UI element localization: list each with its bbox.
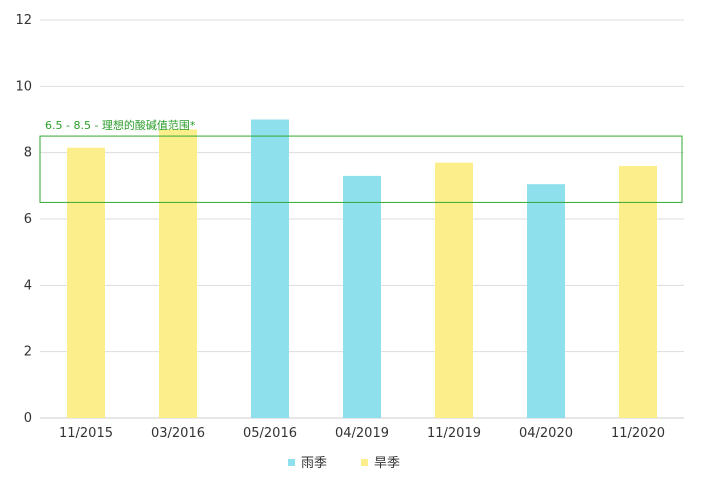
reference-band-rect [39,135,683,203]
bar [67,147,105,419]
x-tick-label: 05/2016 [243,426,297,441]
y-tick-label: 12 [15,13,32,28]
bar [435,162,473,418]
legend-swatch [361,459,368,466]
x-axis-tick-labels: 11/2015 03/2016 05/2016 04/2019 11/2019 04/20… [59,426,665,441]
y-axis-tick-labels: 0 2 4 6 8 10 12 [15,13,32,426]
bar [251,119,289,418]
y-tick-label: 0 [24,411,32,426]
bar [619,165,657,418]
x-tick-label: 03/2016 [151,426,205,441]
legend-swatch [288,459,295,466]
reference-band-label: 6.5 - 8.5 - 理想的酸碱值范围* [45,118,196,132]
bar [159,129,197,418]
reference-band: 6.5 - 8.5 - 理想的酸碱值范围* [39,118,683,203]
x-tick-label: 04/2019 [335,426,389,441]
y-tick-label: 6 [24,212,32,227]
legend: 雨季 旱季 [288,456,400,471]
bars [67,119,657,419]
bar [343,175,381,418]
x-tick-label: 11/2015 [59,426,113,441]
x-tick-label: 11/2019 [427,426,481,441]
y-tick-label: 10 [15,79,32,94]
x-tick-label: 04/2020 [519,426,573,441]
y-tick-label: 2 [24,345,32,360]
y-tick-label: 8 [24,146,32,161]
bar [527,184,565,418]
legend-label: 雨季 [301,456,327,471]
legend-label: 旱季 [374,456,400,471]
y-tick-label: 4 [24,278,32,293]
x-tick-label: 11/2020 [611,426,665,441]
